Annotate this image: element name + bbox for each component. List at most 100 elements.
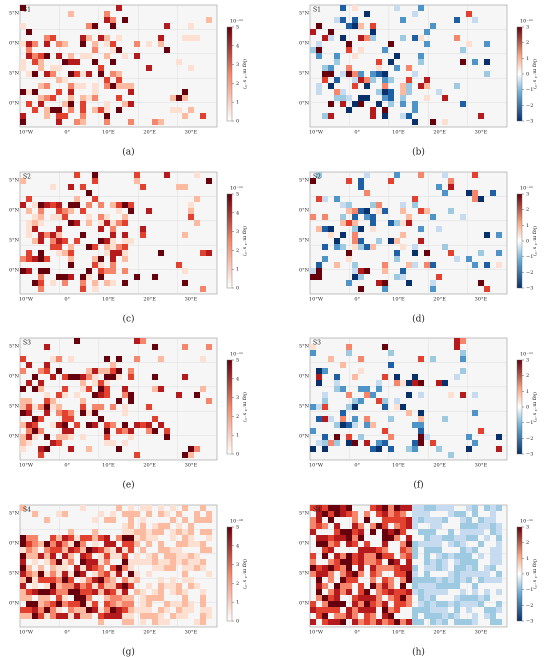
cell [104, 101, 110, 107]
cell [418, 541, 424, 547]
colorbar [226, 526, 233, 622]
cell [122, 547, 128, 553]
caption: (b) [412, 147, 425, 158]
y-tick-label: 5°N [299, 11, 310, 17]
cell [98, 535, 104, 541]
cell [442, 577, 448, 583]
colorbar-tick-label: 0 [236, 119, 239, 125]
cell [62, 59, 68, 65]
cell [110, 256, 116, 262]
cell [316, 23, 322, 29]
cell [388, 577, 394, 583]
cell [430, 119, 436, 125]
cell [352, 232, 358, 238]
cell [346, 47, 352, 53]
cell [74, 571, 80, 577]
y-tick-label: 5°N [9, 71, 20, 77]
cell [376, 59, 382, 65]
x-tick-label: 10°E [392, 463, 405, 469]
cell [388, 517, 394, 523]
cell [394, 523, 400, 529]
cell [116, 368, 122, 374]
cell [68, 416, 74, 422]
cell [322, 607, 328, 613]
cell [134, 511, 140, 517]
cell [68, 202, 74, 208]
cell [134, 41, 140, 47]
cell [412, 262, 418, 268]
cell [80, 589, 86, 595]
cell [388, 59, 394, 65]
cell [460, 565, 466, 571]
cell [478, 517, 484, 523]
cell [128, 523, 134, 529]
cell [484, 232, 490, 238]
cell [56, 535, 62, 541]
cell [424, 505, 430, 511]
cell [454, 344, 460, 350]
cell [92, 410, 98, 416]
cell [496, 535, 502, 541]
cell [418, 601, 424, 607]
cell [478, 280, 484, 286]
cell [38, 571, 44, 577]
cell [92, 422, 98, 428]
cell [322, 565, 328, 571]
cell [310, 571, 316, 577]
cell [128, 559, 134, 565]
cell [358, 274, 364, 280]
cell [454, 559, 460, 565]
cell [358, 178, 364, 184]
cell [56, 410, 62, 416]
cell [188, 107, 194, 113]
cell [128, 202, 134, 208]
cell [394, 511, 400, 517]
cell [316, 541, 322, 547]
cell [134, 422, 140, 428]
cell [340, 577, 346, 583]
cell [382, 83, 388, 89]
cell [382, 208, 388, 214]
cell [44, 53, 50, 59]
cell [110, 47, 116, 53]
y-tick-label: 0°N [9, 41, 20, 47]
cell [56, 232, 62, 238]
cell [176, 559, 182, 565]
cell [358, 101, 364, 107]
cell [400, 89, 406, 95]
cell [86, 553, 92, 559]
cell [44, 517, 50, 523]
x-tick-label: 0° [354, 297, 360, 303]
cell [86, 202, 92, 208]
cell [412, 511, 418, 517]
cell [62, 280, 68, 286]
cell [122, 541, 128, 547]
cell [20, 268, 26, 274]
cell [200, 595, 206, 601]
cell [370, 214, 376, 220]
cell [44, 202, 50, 208]
y-tick-label: 0°N [9, 434, 20, 440]
cell [182, 517, 188, 523]
cell [38, 541, 44, 547]
cell [146, 559, 152, 565]
cell [128, 517, 134, 523]
cell [80, 613, 86, 619]
cell [74, 119, 80, 125]
cell [122, 256, 128, 262]
cell [430, 541, 436, 547]
cell [104, 547, 110, 553]
cell [20, 202, 26, 208]
cell [140, 529, 146, 535]
cell [328, 101, 334, 107]
cell [382, 286, 388, 292]
cell [26, 41, 32, 47]
cell [322, 440, 328, 446]
cell [478, 601, 484, 607]
cell [188, 452, 194, 458]
cell [86, 35, 92, 41]
cell [394, 256, 400, 262]
cell [340, 559, 346, 565]
cell [376, 440, 382, 446]
